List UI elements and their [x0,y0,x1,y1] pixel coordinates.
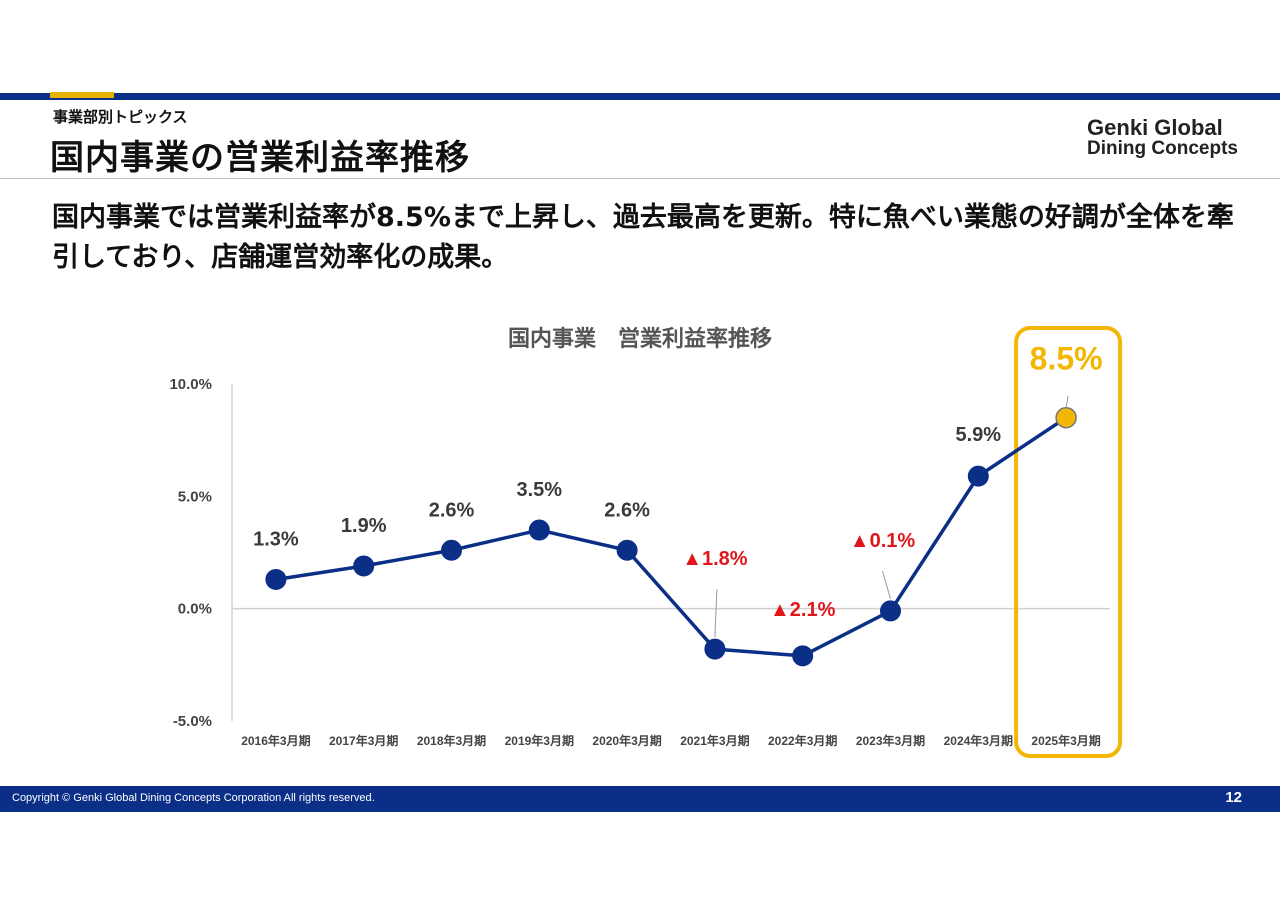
page-number: 12 [1225,789,1242,806]
data-label: ▲0.1% [850,530,916,552]
data-label: 3.5% [517,479,563,501]
x-tick-label: 2019年3月期 [505,733,574,748]
x-tick-label: 2017年3月期 [329,733,398,748]
x-tick-label: 2023年3月期 [856,733,925,748]
header-top-bar [0,93,1280,100]
highlight-data-label: 8.5% [1030,341,1103,377]
headline-text: 国内事業では営業利益率が8.5%まで上昇し、過去最高を更新。特に魚べい業態の好調… [52,202,1234,273]
y-tick-label: 10.0% [169,376,212,393]
x-tick-label: 2022年3月期 [768,733,837,748]
data-label: ▲1.8% [682,548,748,570]
data-point [616,539,638,561]
chart-container: 国内事業 営業利益率推移 10.0% 5.0% 0.0% -5.0% 2016年3月期 20… [150,318,1140,768]
footer-bar: Copyright © Genki Global Dining Concepts… [0,786,1280,812]
line-chart: 国内事業 営業利益率推移 10.0% 5.0% 0.0% -5.0% 2016年3月期 20… [169,326,1123,758]
label-leader-line [1065,395,1069,408]
data-label: 2.6% [604,499,650,521]
x-tick-label: 2018年3月期 [417,733,486,748]
y-tick-label: 0.0% [178,601,212,618]
data-point [1055,406,1077,429]
data-point [353,555,375,577]
data-label: 2.6% [429,499,475,521]
data-label: ▲2.1% [770,599,836,621]
data-point [265,568,287,590]
data-label: 1.9% [341,515,387,537]
label-leader-line [882,570,891,600]
highlight-box [1014,326,1123,758]
data-label: 1.3% [253,528,299,550]
x-tick-label: 2016年3月期 [241,733,310,748]
data-point [880,600,901,622]
x-tick-label: 2024年3月期 [944,733,1013,748]
chart-title: 国内事業 営業利益率推移 [508,326,772,351]
label-leader-line [714,589,718,638]
data-point [967,465,989,487]
data-point [792,645,814,667]
x-tick-label: 2025年3月期 [1031,733,1100,748]
data-point [704,638,726,660]
section-label: 事業部別トピックス [53,108,188,126]
title-divider [0,178,1280,179]
y-tick-label: 5.0% [178,488,212,505]
y-tick-label: -5.0% [173,713,212,730]
data-point [441,539,462,561]
company-logo: Genki Global Dining Concepts [1087,116,1238,159]
logo-line-1: Genki Global [1087,115,1223,140]
x-tick-label: 2020年3月期 [592,733,661,748]
x-tick-label: 2021年3月期 [680,733,749,748]
page-title: 国内事業の営業利益率推移 [50,138,470,178]
copyright-text: Copyright © Genki Global Dining Concepts… [12,792,375,804]
logo-line-2: Dining Concepts [1087,138,1238,160]
series-line [275,416,1068,658]
data-label: 5.9% [956,424,1002,446]
header-accent-bar [50,92,114,98]
data-point [528,519,550,541]
